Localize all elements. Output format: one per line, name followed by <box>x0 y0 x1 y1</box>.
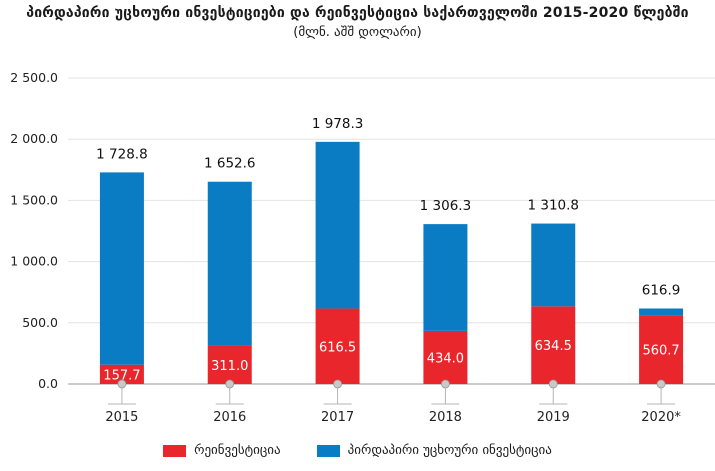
y-tick-label: 1 000.0 <box>10 254 58 269</box>
bar-value-label: 560.7 <box>642 344 679 359</box>
chart-subtitle: (მლნ. აშშ დოლარი) <box>293 25 422 40</box>
x-tick-label: 2015 <box>105 410 138 425</box>
x-tick-label: 2018 <box>429 410 462 425</box>
x-axis-marker <box>225 379 235 389</box>
bar-fdi <box>207 181 252 346</box>
y-tick-label: 500.0 <box>22 315 58 330</box>
x-tick-label: 2019 <box>537 410 570 425</box>
total-value-label: 1 652.6 <box>204 156 256 172</box>
bar-value-label: 634.5 <box>535 339 572 354</box>
bar-reinvestment <box>207 345 252 384</box>
legend-swatch-fdi <box>316 444 340 457</box>
y-tick-label: 2 500.0 <box>10 70 58 85</box>
x-axis-marker <box>117 379 127 389</box>
bar-fdi <box>315 141 360 309</box>
bar-fdi <box>99 172 144 365</box>
x-axis-marker <box>548 379 558 389</box>
y-tick-label: 1 500.0 <box>10 192 58 207</box>
total-value-label: 616.9 <box>642 282 681 298</box>
legend-item-fdi: პირდაპირი უცხოური ინვესტიცია <box>316 443 552 458</box>
y-tick-label: 2 000.0 <box>10 131 58 146</box>
bar-fdi <box>423 224 468 331</box>
x-axis-marker <box>333 379 342 389</box>
bar-fdi <box>531 223 576 307</box>
bar-reinvestment <box>639 315 684 384</box>
bar-reinvestment <box>531 306 576 384</box>
bar-value-label: 616.5 <box>319 340 356 355</box>
legend-item-reinvestment: რეინვესტიცია <box>163 443 281 458</box>
x-tick-label: 2017 <box>321 410 354 425</box>
legend-label-fdi: პირდაპირი უცხოური ინვესტიცია <box>347 443 552 458</box>
bar-reinvestment <box>423 330 468 384</box>
legend-swatch-reinvestment <box>163 444 187 457</box>
bar-value-label: 311.0 <box>211 359 248 374</box>
chart-title: პირდაპირი უცხოური ინვესტიციები და რეინვე… <box>26 5 689 21</box>
y-tick-label: 0.0 <box>38 376 58 391</box>
bar-reinvestment <box>315 308 360 384</box>
legend-label-reinvestment: რეინვესტიცია <box>194 443 281 458</box>
bar-reinvestment <box>99 364 144 384</box>
total-value-label: 1 310.8 <box>527 198 579 214</box>
x-axis-marker <box>656 379 666 389</box>
bar-value-label: 434.0 <box>427 351 464 366</box>
x-axis-marker <box>441 379 450 389</box>
x-tick-label: 2016 <box>213 410 246 425</box>
x-tick-label: 2020* <box>641 410 681 425</box>
bar-value-label: 157.7 <box>103 368 140 383</box>
bar-fdi <box>639 308 684 316</box>
total-value-label: 1 978.3 <box>312 116 364 132</box>
chart-legend: რეინვესტიცია პირდაპირი უცხოური ინვესტიცი… <box>0 443 715 458</box>
total-value-label: 1 306.3 <box>420 198 472 214</box>
total-value-label: 1 728.8 <box>96 146 148 162</box>
